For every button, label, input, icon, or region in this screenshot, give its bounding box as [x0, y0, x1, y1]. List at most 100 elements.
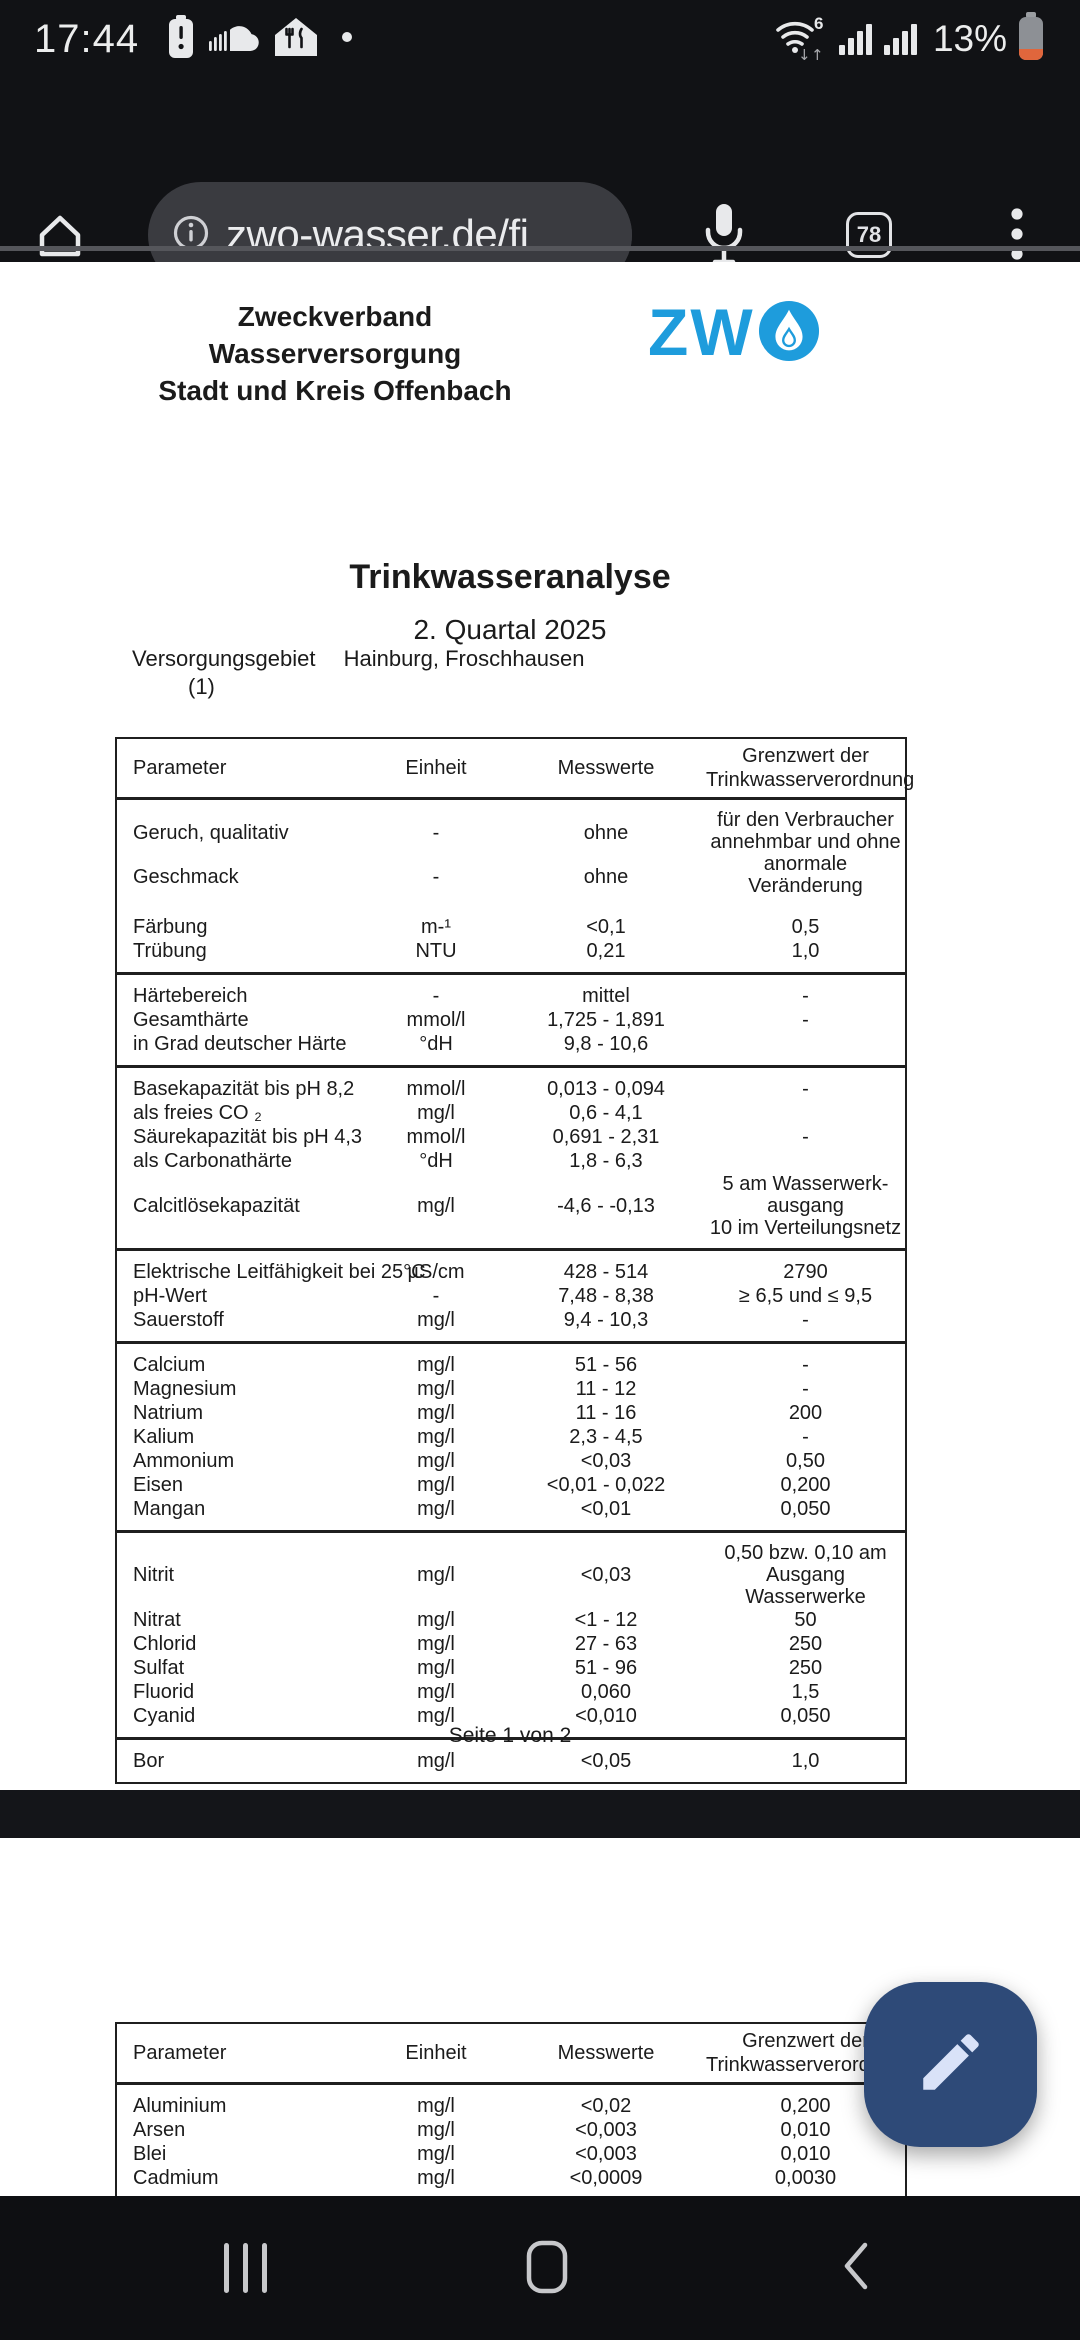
table-row: Fluorid mg/l 0,060 1,5	[116, 1680, 906, 1704]
table-row: Blei mg/l <0,003 0,010	[116, 2142, 906, 2166]
table-cell: 9,8 - 10,6	[563, 1033, 649, 1055]
table-row: Mangan mg/l <0,01 0,050	[116, 1497, 906, 1532]
document-title: Trinkwasseranalyse	[349, 558, 671, 596]
nav-back-button[interactable]	[840, 2238, 870, 2299]
table-cell: <0,05	[580, 1750, 632, 1772]
status-bar: 17:44 6 ↓ ↑ 13%	[0, 0, 1080, 78]
table-cell: -	[432, 821, 440, 844]
table-cell: °dH	[419, 1150, 453, 1172]
table-section: Calcium mg/l 51 - 56 - Magnesium mg/l 11 - 12 -…	[116, 1342, 906, 1532]
table-cell: 0,0030	[774, 2167, 837, 2189]
table-cell: Calcium	[133, 1354, 206, 1376]
table-cell: -	[802, 1078, 809, 1100]
table-cell: Natrium	[133, 1402, 204, 1424]
table-cell: Chlorid	[133, 1633, 197, 1655]
table-cell: <0,0009	[569, 2167, 643, 2189]
column-header: Parameter	[133, 757, 227, 779]
table-section: Aluminium mg/l <0,02 0,200 Arsen mg/l <0,003 0,…	[116, 2084, 906, 2197]
spacer-cell	[116, 897, 906, 915]
notification-dot-icon	[331, 30, 353, 48]
toolbar-divider	[0, 246, 1080, 251]
recents-button[interactable]	[224, 2243, 267, 2293]
table-cell: 0,21	[586, 940, 626, 962]
table-row: Geschmack - ohne	[116, 857, 906, 897]
table-row: Basekapazität bis pH 8,2 mmol/l 0,013 - 0,…	[116, 1067, 906, 1102]
table-cell: mittel	[582, 985, 630, 1007]
table-row: Härtebereich - mittel -	[116, 974, 906, 1009]
table-cell: 0,060	[580, 1681, 632, 1703]
table-cell: Aluminium	[133, 2095, 227, 2117]
edit-pencil-icon	[914, 2025, 988, 2104]
table-cell: <0,01	[580, 1498, 632, 1520]
table-cell: <0,010	[575, 1705, 637, 1727]
table-cell: 428 - 514	[563, 1261, 649, 1283]
table-cell: Basekapazität bis pH 8,2	[133, 1078, 355, 1100]
home-button[interactable]	[32, 208, 88, 269]
table-cell: Cadmium	[133, 2167, 219, 2189]
tab-counter[interactable]: 78	[846, 212, 892, 258]
table-cell: mg/l	[417, 2143, 455, 2165]
table-cell: 250	[788, 1633, 823, 1655]
table-cell: -	[802, 985, 809, 1007]
svg-text:↓: ↓	[798, 46, 811, 61]
table-cell: 51 - 56	[574, 1354, 638, 1376]
table-row: Natrium mg/l 11 - 16 200	[116, 1401, 906, 1425]
logo-letters: ZW	[648, 294, 755, 369]
table-cell: 1,0	[791, 1750, 820, 1772]
table-cell: -	[432, 865, 440, 888]
table-cell: Arsen	[133, 2119, 186, 2141]
table-cell: Säurekapazität bis pH 4,3	[133, 1126, 363, 1148]
table-cell: ohne	[583, 821, 629, 844]
table-cell: mg/l	[417, 2167, 455, 2189]
table-cell: m-¹	[421, 916, 451, 938]
signal-icon	[883, 19, 920, 60]
table-cell: mg/l	[417, 1564, 455, 1586]
page-number: Seite 1 von 2	[448, 1724, 572, 1747]
battery-percent: 13%	[932, 18, 1007, 59]
column-header: Parameter	[133, 2042, 227, 2064]
document-subtitle: 2. Quartal 2025	[413, 614, 607, 645]
table-cell: Kalium	[133, 1426, 195, 1448]
table-cell: 0,010	[780, 2119, 831, 2141]
table-section: Nitrit mg/l <0,03 0,50 bzw. 0,10 am Ausgang…	[116, 1531, 906, 1739]
table-cell: 0,200	[780, 2095, 831, 2117]
table-row: als Carbonathärte °dH 1,8 - 6,3	[116, 1149, 906, 1173]
table-cell: -	[802, 1378, 809, 1400]
table-cell: pH-Wert	[133, 1285, 208, 1307]
table-cell: 1,5	[791, 1681, 820, 1703]
tab-count: 78	[856, 222, 882, 247]
table-cell: mg/l	[417, 1681, 455, 1703]
browser-toolbar: zwo-wasser.de/fi 78	[0, 78, 1080, 288]
table-cell: -4,6 - -0,13	[557, 1195, 655, 1217]
url-text: zwo-wasser.de/fi	[226, 211, 529, 258]
table-cell: -	[802, 1426, 809, 1448]
table-cell: Magnesium	[133, 1378, 237, 1400]
table-cell: 0,50 bzw. 0,10 am Ausgang Wasserwerke	[724, 1542, 887, 1608]
svg-text:6: 6	[814, 14, 823, 33]
table-cell: Färbung	[133, 916, 208, 938]
org-line1: Zweckverband Wasserversorgung	[208, 301, 462, 369]
table-cell: <0,1	[586, 916, 626, 938]
table-cell: mmol/l	[406, 1009, 466, 1031]
battery-alert-icon	[167, 14, 195, 64]
system-navbar	[0, 2196, 1080, 2340]
table-cell: ohne	[583, 865, 629, 888]
nav-home-button[interactable]	[525, 2240, 569, 2299]
table-cell: Geruch, qualitativ	[133, 821, 289, 844]
table-row: Elektrische Leitfähigkeit bei 25°C µS/cm 4…	[116, 1250, 906, 1285]
edit-fab[interactable]	[864, 1982, 1037, 2147]
table-cell: als freies CO ₂	[133, 1102, 262, 1124]
table-cell: mg/l	[417, 1498, 455, 1520]
table-cell: ≥ 6,5 und ≤ 9,5	[738, 1285, 873, 1307]
table-cell: 2790	[783, 1261, 828, 1283]
table-cell: Sauerstoff	[133, 1309, 224, 1331]
table-row: Magnesium mg/l 11 - 12 -	[116, 1377, 906, 1401]
table-cell: Trübung	[133, 940, 207, 962]
table-cell: 0,200	[780, 1474, 831, 1496]
table-cell: -	[802, 1354, 809, 1376]
table-section: Basekapazität bis pH 8,2 mmol/l 0,013 - 0,…	[116, 1066, 906, 1250]
table-row: Bor mg/l <0,05 1,0	[116, 1739, 906, 1784]
analysis-table-2: Parameter Einheit Messwerte Grenzwert der T…	[115, 2022, 914, 2197]
table-cell: -	[802, 1126, 809, 1148]
overflow-menu-button[interactable]	[1010, 206, 1024, 267]
